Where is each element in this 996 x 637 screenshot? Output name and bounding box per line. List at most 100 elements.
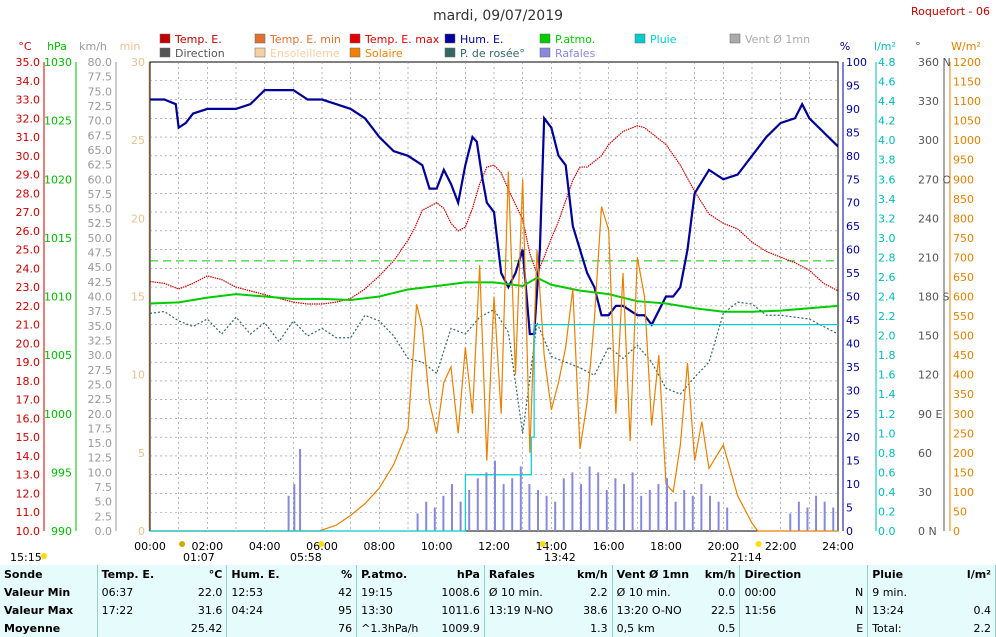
x-tick-label: 08:00 bbox=[363, 540, 395, 553]
summary-cell-value: 2.2 bbox=[973, 621, 992, 635]
wind-tick-label: 55.0 bbox=[88, 203, 113, 216]
summary-cell: 9 min. bbox=[867, 583, 996, 601]
chart-title: mardi, 09/07/2019 bbox=[433, 8, 563, 24]
gust-bar bbox=[476, 478, 479, 531]
wind-tick-label: 72.5 bbox=[88, 100, 113, 113]
press-tick-label: 995 bbox=[51, 466, 72, 479]
wind-tick-label: 30.0 bbox=[88, 349, 113, 362]
dir-tick-label: 300 bbox=[918, 134, 939, 147]
summary-row: Valeur Max 17:22 31.6 04:24 95 13:30 1011.6 13:… bbox=[0, 601, 996, 619]
wind-tick-label: 20.0 bbox=[88, 408, 113, 421]
legend-swatch bbox=[444, 33, 456, 44]
temp-tick-label: 10.0 bbox=[16, 525, 41, 538]
min-tick-label: 10 bbox=[131, 369, 145, 382]
rain-tick-label: 2.0 bbox=[878, 330, 896, 343]
summary-header-unit: l/m² bbox=[966, 567, 991, 581]
sun-icon bbox=[41, 553, 47, 559]
gust-bar bbox=[494, 460, 496, 531]
temp-tick-label: 20.0 bbox=[16, 337, 41, 350]
summary-cell-label: 12:53 bbox=[231, 585, 264, 599]
solar-tick-label: 600 bbox=[953, 291, 974, 304]
hum-tick-label: 95 bbox=[846, 79, 860, 92]
rain-tick-label: 1.8 bbox=[878, 349, 896, 362]
solar-tick-label: 650 bbox=[953, 271, 974, 284]
legend-label: Temp. E. max bbox=[364, 33, 440, 46]
summary-cell: Ø 10 min. 0.0 bbox=[612, 583, 741, 601]
gust-bar bbox=[287, 495, 290, 531]
summary-header: Temp. E. °C bbox=[97, 565, 228, 583]
summary-header-unit: °C bbox=[208, 567, 223, 581]
min-tick-label: 25 bbox=[131, 134, 145, 147]
gust-bar bbox=[683, 489, 686, 531]
gust-bar bbox=[823, 501, 826, 531]
temp-axis-header: °C bbox=[18, 40, 32, 53]
solar-tick-label: 450 bbox=[953, 349, 974, 362]
x-tick-label: 12:00 bbox=[478, 540, 510, 553]
min-tick-label: 15 bbox=[131, 291, 145, 304]
rain-tick-label: 3.0 bbox=[878, 232, 896, 245]
rain-tick-label: 1.4 bbox=[878, 388, 896, 401]
sun-markers: 15:15 01:07 05:58 13:42 21:14 bbox=[10, 541, 762, 564]
summary-cell-value: 22.0 bbox=[197, 585, 223, 599]
gust-bar bbox=[537, 489, 539, 531]
summary-header-label: Rafales bbox=[488, 567, 535, 581]
solar-tick-label: 400 bbox=[953, 369, 974, 382]
wind-tick-label: 47.5 bbox=[88, 247, 113, 260]
summary-cell-value: 0.5 bbox=[717, 621, 736, 635]
press-axis-header: hPa bbox=[47, 40, 67, 53]
x-tick-label: 00:00 bbox=[134, 540, 166, 553]
legend-swatch bbox=[159, 47, 171, 58]
summary-cell-label: 17:22 bbox=[101, 603, 134, 617]
legend-label: Temp. E. bbox=[174, 33, 222, 46]
wind-tick-label: 40.0 bbox=[88, 291, 113, 304]
press-tick-label: 1030 bbox=[44, 56, 72, 69]
gust-bar bbox=[459, 501, 462, 531]
wind-tick-label: 32.5 bbox=[88, 334, 113, 347]
wind-tick-label: 7.5 bbox=[95, 481, 113, 494]
hum-tick-label: 10 bbox=[846, 478, 860, 491]
min-tick-label: 30 bbox=[131, 56, 145, 69]
hum-tick-label: 25 bbox=[846, 408, 860, 421]
solar-tick-label: 50 bbox=[953, 505, 967, 518]
dir-tick-label: 180 S bbox=[918, 291, 949, 304]
solar-tick-label: 200 bbox=[953, 447, 974, 460]
temp-tick-label: 15.0 bbox=[16, 431, 41, 444]
hum-tick-label: 60 bbox=[846, 244, 860, 257]
rain-tick-label: 2.8 bbox=[878, 251, 896, 264]
hum-tick-label: 70 bbox=[846, 197, 860, 210]
gust-bar bbox=[502, 484, 505, 531]
summary-cell: 13:24 0.4 bbox=[867, 601, 996, 619]
summary-cell-label: 19:15 bbox=[361, 585, 393, 599]
gust-bar bbox=[797, 501, 800, 531]
rain-tick-label: 0.0 bbox=[878, 525, 896, 538]
gust-bar bbox=[666, 478, 668, 531]
solar-tick-label: 1100 bbox=[953, 95, 981, 108]
dir-tick-label: 270 O bbox=[918, 173, 951, 186]
temp-tick-label: 33.0 bbox=[16, 94, 41, 107]
min-tick-label: 5 bbox=[138, 447, 145, 460]
summary-cell: 13:20 O-NO 22.5 bbox=[612, 601, 741, 619]
wind-tick-label: 0.0 bbox=[95, 525, 113, 538]
wind-tick-label: 35.0 bbox=[88, 320, 113, 333]
summary-header-unit: km/h bbox=[704, 567, 736, 581]
hum-tick-label: 100 bbox=[846, 56, 867, 69]
suntop-label: 13:42 bbox=[544, 551, 576, 564]
hum-tick-label: 30 bbox=[846, 384, 860, 397]
gust-bar bbox=[588, 466, 591, 531]
summary-cell: 13:19 N-NO 38.6 bbox=[484, 601, 613, 619]
summary-header-label: Temp. E. bbox=[101, 567, 155, 581]
summary-table: Sonde Temp. E. °C Hum. E.% P.atmo. hPa Rafales… bbox=[0, 565, 996, 637]
summary-cell-label: ^1.3hPa/h bbox=[361, 621, 419, 635]
summary-header-label: Pluie bbox=[872, 567, 904, 581]
solar-tick-label: 150 bbox=[953, 466, 974, 479]
wind-tick-label: 62.5 bbox=[88, 159, 113, 172]
legend-label: Direction bbox=[175, 47, 225, 60]
press-tick-label: 1020 bbox=[44, 173, 72, 186]
summary-cell-label: 13:20 O-NO bbox=[616, 603, 682, 617]
wind-tick-label: 65.0 bbox=[88, 144, 113, 157]
solar-tick-label: 1150 bbox=[953, 76, 981, 89]
summary-header-label: Hum. E. bbox=[231, 567, 280, 581]
press-tick-label: 1015 bbox=[44, 232, 72, 245]
legend-label: P. de rosée° bbox=[460, 47, 525, 60]
hum-tick-label: 50 bbox=[846, 291, 860, 304]
